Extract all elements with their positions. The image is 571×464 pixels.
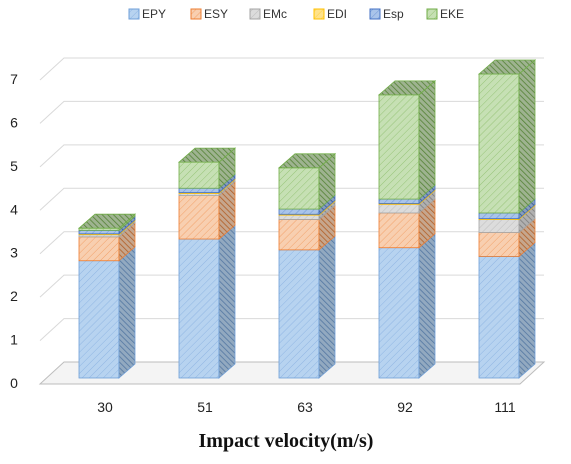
y-axis-ticks: 0 1 2 3 4 5 6 7 bbox=[10, 71, 18, 391]
bar-stack-92 bbox=[377, 79, 437, 379]
y-tick-label: 5 bbox=[10, 158, 18, 174]
bar-top bbox=[77, 213, 137, 229]
bar-stack-30 bbox=[77, 213, 137, 379]
bar-side bbox=[218, 224, 236, 379]
bar-stack-63 bbox=[277, 152, 337, 379]
legend-label: ESY bbox=[204, 7, 228, 21]
bar-segment-eke-111 bbox=[478, 59, 536, 214]
legend-item-eke: EKE bbox=[426, 7, 464, 21]
y-tick-label: 4 bbox=[10, 201, 18, 217]
bar-front bbox=[278, 208, 320, 215]
legend-swatch bbox=[249, 8, 261, 20]
legend: EPY ESY EMc EDI Esp EKE bbox=[128, 7, 464, 21]
legend-item-emc: EMc bbox=[249, 7, 287, 21]
bar-stack-51 bbox=[177, 147, 237, 379]
legend-item-epy: EPY bbox=[128, 7, 166, 21]
bar-front bbox=[378, 212, 420, 249]
x-tick-label: 63 bbox=[297, 399, 313, 415]
x-tick-label: 111 bbox=[494, 399, 515, 415]
x-tick-label: 30 bbox=[97, 399, 113, 415]
bar-front bbox=[178, 161, 220, 189]
bar-segment-esy-30 bbox=[78, 221, 136, 262]
x-axis-label: Impact velocity(m/s) bbox=[199, 430, 374, 452]
bar-front bbox=[278, 249, 320, 379]
bar-segment-epy-51 bbox=[178, 224, 236, 379]
bar-top bbox=[177, 147, 237, 163]
bar-segment-eke-51 bbox=[178, 147, 236, 190]
bar-front bbox=[478, 255, 520, 379]
legend-label: EDI bbox=[327, 7, 347, 21]
bar-side bbox=[118, 245, 136, 379]
bar-front bbox=[278, 167, 320, 210]
bar-side bbox=[418, 79, 436, 200]
legend-item-esp: Esp bbox=[369, 7, 404, 21]
bar-front bbox=[178, 195, 220, 240]
y-tick-label: 0 bbox=[10, 375, 18, 391]
bar-top bbox=[377, 80, 437, 96]
bar-front bbox=[178, 187, 220, 193]
bar-front bbox=[378, 203, 420, 214]
x-axis-ticks: 30 51 63 92 111 bbox=[97, 399, 516, 415]
x-tick-label: 92 bbox=[397, 399, 413, 415]
legend-label: EMc bbox=[263, 7, 287, 21]
bar-front bbox=[178, 238, 220, 379]
legend-item-edi: EDI bbox=[313, 7, 347, 21]
legend-swatch bbox=[128, 8, 140, 20]
bar-top bbox=[277, 153, 337, 169]
bar-front bbox=[278, 214, 320, 220]
bar-side bbox=[518, 241, 536, 379]
bar-front bbox=[478, 212, 520, 220]
x-tick-label: 51 bbox=[197, 399, 213, 415]
bar-side bbox=[418, 232, 436, 379]
bar-front bbox=[378, 247, 420, 379]
legend-label: Esp bbox=[383, 7, 404, 21]
gridline bbox=[39, 57, 544, 81]
bar-front bbox=[378, 198, 420, 204]
legend-swatch bbox=[190, 8, 202, 20]
bar-front bbox=[478, 232, 520, 257]
bar-front bbox=[478, 73, 520, 214]
bar-segment-epy-30 bbox=[78, 245, 136, 379]
y-tick-label: 3 bbox=[10, 245, 18, 261]
bar-segment-eke-92 bbox=[378, 79, 436, 200]
bar-front bbox=[78, 260, 120, 379]
legend-swatch bbox=[369, 8, 381, 20]
bar-segment-epy-92 bbox=[378, 232, 436, 379]
legend-swatch bbox=[426, 8, 438, 20]
y-tick-label: 2 bbox=[10, 288, 18, 304]
bar-segment-epy-111 bbox=[478, 241, 536, 379]
bar-front bbox=[78, 236, 120, 262]
gridline bbox=[39, 100, 544, 124]
bar-segment-emc-111 bbox=[478, 204, 536, 234]
bar-segment-esy-92 bbox=[378, 198, 436, 249]
bar-front bbox=[478, 219, 520, 233]
bar-front bbox=[278, 219, 320, 251]
bar-stack-111 bbox=[477, 59, 537, 379]
legend-label: EKE bbox=[440, 7, 464, 21]
bar-segment-esy-51 bbox=[178, 180, 236, 240]
legend-item-esy: ESY bbox=[190, 7, 228, 21]
bar-side bbox=[518, 59, 536, 214]
y-tick-label: 1 bbox=[10, 332, 18, 348]
bar-segment-epy-63 bbox=[278, 235, 336, 379]
bar-front bbox=[378, 94, 420, 200]
bar-front bbox=[78, 229, 120, 235]
bars bbox=[77, 59, 537, 379]
y-tick-label: 6 bbox=[10, 114, 18, 130]
bar-top bbox=[477, 59, 537, 75]
y-tick-label: 7 bbox=[10, 71, 18, 87]
bar-side bbox=[318, 235, 336, 379]
legend-swatch bbox=[313, 8, 325, 20]
legend-label: EPY bbox=[142, 7, 166, 21]
bar-segment-esy-63 bbox=[278, 204, 336, 251]
